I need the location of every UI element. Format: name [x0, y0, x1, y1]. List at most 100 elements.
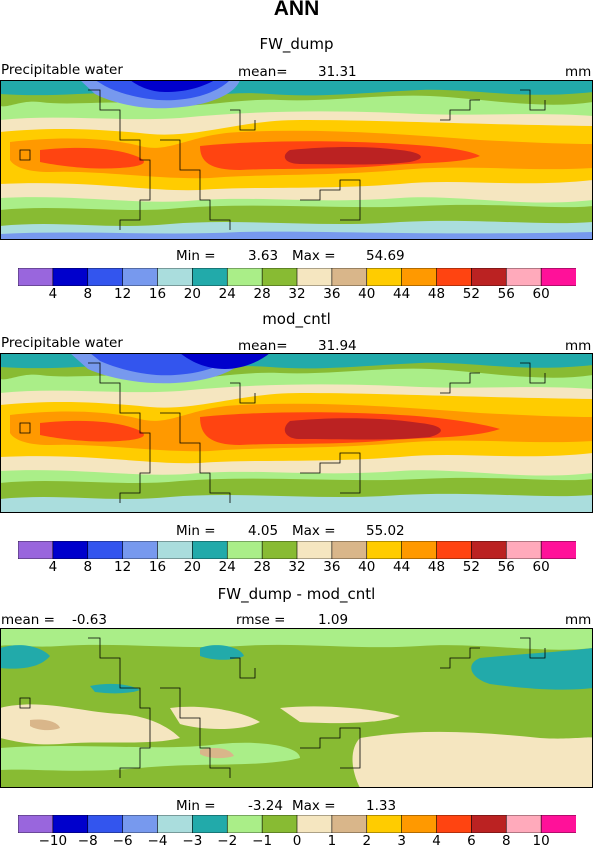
colorbar-tick-label: 40 — [358, 286, 376, 302]
panel-2-min-value: 4.05 — [248, 523, 279, 539]
main-title: ANN — [273, 0, 320, 20]
colorbar-swatch — [192, 268, 228, 286]
colorbar-swatch — [52, 541, 89, 559]
colorbar-tick-label: 10 — [532, 833, 550, 849]
colorbar-swatch — [261, 268, 298, 286]
colorbar-tick-label: 20 — [183, 286, 201, 302]
panel-3-max-value: 1.33 — [366, 798, 397, 814]
colorbar-swatch — [157, 268, 193, 286]
panel-2-variable-label: Precipitable water — [1, 335, 123, 351]
colorbar-swatch — [87, 268, 124, 286]
panel-2-min-label: Min = — [176, 523, 216, 539]
colorbar-tick-label: −3 — [182, 833, 203, 849]
colorbar-swatch — [122, 541, 159, 559]
colorbar-tick-label: 12 — [114, 559, 132, 575]
colorbar-tick-label: −1 — [252, 833, 273, 849]
colorbar-tick-label: 28 — [253, 559, 271, 575]
colorbar-tick-label: 4 — [48, 286, 58, 302]
colorbar-swatch — [366, 268, 403, 286]
colorbar-tick-label: 8 — [83, 286, 93, 302]
colorbar-tick-label: 20 — [183, 559, 201, 575]
colorbar-swatch — [296, 268, 333, 286]
colorbar-swatch — [122, 815, 159, 833]
colorbar-swatch — [366, 541, 403, 559]
panel-2-max-value: 55.02 — [366, 523, 405, 539]
colorbar-swatch — [157, 815, 193, 833]
colorbar-tick-label: 56 — [497, 286, 515, 302]
colorbar-swatch — [540, 268, 576, 286]
colorbar-tick-label: 8 — [501, 833, 511, 849]
colorbar-tick-label: −8 — [77, 833, 98, 849]
colorbar-tick-label: −10 — [38, 833, 68, 849]
colorbar-swatch — [52, 268, 89, 286]
panel-3-mean-value: -0.63 — [72, 612, 107, 628]
colorbar-swatch — [366, 815, 403, 833]
colorbar-swatch — [331, 815, 368, 833]
panel-2-max-label: Max = — [292, 523, 336, 539]
colorbar-swatch — [471, 541, 507, 559]
colorbar-tick-label: 32 — [288, 559, 306, 575]
colorbar-swatch — [296, 541, 333, 559]
panel-3-colorbar — [18, 815, 576, 833]
colorbar-tick-label: 16 — [148, 286, 167, 302]
colorbar-tick-label: 12 — [114, 286, 132, 302]
colorbar-tick-label: 28 — [253, 286, 271, 302]
colorbar-tick-label: 44 — [393, 559, 411, 575]
colorbar-tick-label: 36 — [323, 559, 341, 575]
colorbar-swatch — [540, 815, 576, 833]
colorbar-tick-label: 0 — [292, 833, 302, 849]
colorbar-swatch — [157, 541, 193, 559]
colorbar-swatch — [87, 815, 124, 833]
panel-3-units: mm — [565, 612, 592, 628]
colorbar-swatch — [436, 815, 472, 833]
colorbar-swatch — [52, 815, 89, 833]
panel-1-min-label: Min = — [176, 248, 216, 264]
panel-1-variable-label: Precipitable water — [1, 62, 123, 78]
colorbar-swatch — [18, 268, 54, 286]
colorbar-swatch — [505, 541, 542, 559]
colorbar-tick-label: 4 — [48, 559, 58, 575]
colorbar-tick-label: 44 — [393, 286, 411, 302]
panel-3-rmse-value: 1.09 — [318, 612, 349, 628]
colorbar-swatch — [401, 541, 438, 559]
colorbar-swatch — [18, 815, 54, 833]
panel-1-colorbar — [18, 268, 576, 286]
colorbar-tick-label: 6 — [467, 833, 476, 849]
colorbar-swatch — [505, 815, 542, 833]
colorbar-tick-label: −6 — [112, 833, 133, 849]
colorbar-swatch — [540, 541, 576, 559]
panel-2-contour-map — [0, 353, 593, 513]
colorbar-swatch — [436, 268, 472, 286]
colorbar-tick-label: 24 — [218, 286, 236, 302]
panel-1-max-value: 54.69 — [366, 248, 405, 264]
colorbar-tick-label: 3 — [397, 833, 406, 849]
colorbar-tick-label: 48 — [427, 559, 446, 575]
colorbar-swatch — [436, 541, 472, 559]
panel-3-title: FW_dump - mod_cntl — [217, 585, 376, 603]
panel-2-colorbar — [18, 541, 576, 559]
colorbar-tick-label: 36 — [323, 286, 341, 302]
colorbar-tick-label: 60 — [532, 286, 550, 302]
panel-1-contour-map — [0, 80, 593, 240]
panel-1-units: mm — [565, 64, 592, 80]
colorbar-swatch — [331, 541, 368, 559]
colorbar-tick-label: −2 — [217, 833, 238, 849]
panel-1-title: FW_dump — [259, 35, 334, 53]
colorbar-tick-label: 52 — [462, 286, 480, 302]
colorbar-swatch — [296, 815, 333, 833]
colorbar-tick-label: 60 — [532, 559, 550, 575]
panel-3-min-value: -3.24 — [248, 798, 283, 814]
panel-1-max-label: Max = — [292, 248, 336, 264]
colorbar-swatch — [261, 541, 298, 559]
colorbar-swatch — [18, 541, 54, 559]
panel-3-min-label: Min = — [176, 798, 216, 814]
colorbar-tick-label: 16 — [148, 559, 167, 575]
panel-2-mean-value: 31.94 — [318, 338, 357, 354]
colorbar-swatch — [122, 268, 159, 286]
panel-2-title: mod_cntl — [262, 310, 331, 328]
colorbar-swatch — [87, 541, 124, 559]
panel-1-mean-label: mean= — [238, 64, 288, 80]
panel-2-units: mm — [565, 338, 592, 354]
colorbar-swatch — [226, 541, 263, 559]
colorbar-swatch — [471, 268, 507, 286]
